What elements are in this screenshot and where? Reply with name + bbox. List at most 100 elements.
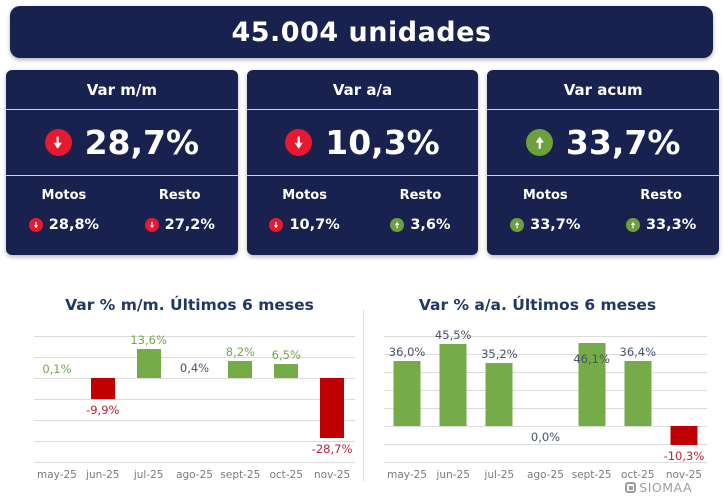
x-axis-label: oct-25 [621,469,655,481]
motos-label: Motos [282,188,327,203]
gridline [34,399,355,400]
up-arrow-icon [510,218,525,232]
kpi-breakdown: Motos 28,8% Resto 27,2% [6,176,238,255]
gridline [34,357,355,358]
x-axis-label: jul-25 [484,469,515,481]
down-arrow-icon [269,218,284,232]
kpi-breakdown-motos: Motos 28,8% [6,176,122,255]
down-arrow-icon [285,129,313,156]
resto-value: 27,2% [164,217,215,233]
chart-plot-area: 0,1% -9,9% 13,6% 0,4% 8,2% 6,5% -28,7% [34,333,355,463]
chart-x-axis-labels: may-25 jun-25 jul-25 ago-25 sept-25 oct-25 nov… [34,469,355,481]
kpi-main-value-row: 10,3% [246,110,479,176]
bar-value-label: 36,4% [619,344,657,359]
chart-title: Var % a/a. Últimos 6 meses [418,296,657,314]
x-axis-label: ago-25 [527,469,564,481]
kpi-breakdown-resto: Resto 33,3% [603,176,719,255]
chart-var-mm: Var % m/m. Últimos 6 meses 0,1% -9,9% 13,6… [18,296,361,481]
resto-value: 3,6% [410,217,451,233]
x-axis-label: ago-25 [176,469,213,481]
kpi-breakdown: Motos 33,7% Resto 33,3% [487,176,719,255]
bar-sept-25 [228,360,253,378]
x-axis-label: sept-25 [220,469,261,481]
down-arrow-icon [28,218,43,232]
up-arrow-icon [390,218,405,232]
kpi-cards-row: Var m/m 28,7% Motos 28,8% Resto [6,70,720,255]
gridline [384,408,707,409]
charts-divider-line [363,310,364,481]
bar-sept-25 [578,343,606,426]
bar-value-label: 46,1% [573,352,610,366]
kpi-main-value: 10,3% [325,123,440,162]
charts-row: Var % m/m. Últimos 6 meses 0,1% -9,9% 13,6… [18,296,709,481]
bar-value-label: 0,4% [179,361,210,376]
bar-value-label: 8,2% [225,344,255,359]
gridline [34,462,355,463]
gridline [34,420,355,421]
gridline [34,441,355,442]
motos-value: 28,8% [48,217,100,233]
chart-title: Var % m/m. Últimos 6 meses [65,296,314,314]
bar-may-25 [393,361,421,426]
kpi-card-var-aa: Var a/a 10,3% Motos 10,7% Resto [246,70,479,255]
x-axis-label: sept-25 [571,469,612,481]
x-axis-label: oct-25 [269,469,303,481]
motos-value: 10,7% [289,217,340,233]
down-arrow-icon [44,129,72,156]
siomaa-watermark: SIOMAA [625,480,692,495]
kpi-breakdown: Motos 10,7% Resto 3,6% [247,176,479,255]
x-axis-label: jul-25 [133,469,164,481]
kpi-breakdown-motos: Motos 33,7% [487,176,603,255]
resto-label: Resto [158,188,201,203]
bar-value-label: 35,2% [481,346,518,361]
bar-nov-25 [670,426,698,445]
gridline [384,462,707,463]
bar-value-label: 13,6% [130,333,167,348]
gridline [34,378,355,379]
siomaa-logo-icon [625,482,637,493]
kpi-main-value: 28,7% [84,123,200,162]
kpi-title: Var acum [487,70,720,110]
bar-jun-25 [439,344,467,426]
total-units-banner: 45.004 unidades [10,6,713,58]
up-arrow-icon [525,129,553,156]
bar-value-label: 45,5% [434,328,472,343]
x-axis-label: jun-25 [436,469,470,481]
bar-value-label: 0,1% [42,361,72,376]
kpi-breakdown-motos: Motos 10,7% [247,176,363,255]
x-axis-label: may-25 [387,469,427,481]
x-axis-label: may-25 [37,469,77,481]
x-axis-label: nov-25 [665,469,702,481]
motos-label: Motos [41,188,87,203]
gridline [384,354,707,355]
up-arrow-icon [625,218,640,232]
gridline [34,336,355,337]
x-axis-label: nov-25 [314,469,351,481]
gridline [384,372,707,373]
bar-value-label: 0,0% [530,430,561,444]
down-arrow-icon [144,218,159,232]
bar-value-label: -9,9% [86,402,120,417]
bar-value-label: 36,0% [388,345,426,360]
chart-plot-area: 36,0% 45,5% 35,2% 0,0% 46,1% 36,4% -10,3% [384,328,707,463]
resto-label: Resto [640,188,682,203]
bar-value-label: -28,7% [311,442,353,457]
bar-jul-25 [136,349,161,378]
bar-jul-25 [485,362,513,426]
kpi-breakdown-resto: Resto 27,2% [122,176,238,255]
kpi-card-var-acum: Var acum 33,7% Motos 33,7% Resto [487,70,720,255]
resto-label: Resto [399,188,442,203]
bar-nov-25 [320,378,345,439]
kpi-title: Var a/a [246,70,479,110]
kpi-card-var-mm: Var m/m 28,7% Motos 28,8% Resto [6,70,238,255]
kpi-main-value-row: 33,7% [487,110,720,176]
siomaa-watermark-text: SIOMAA [639,480,692,495]
kpi-main-value: 33,7% [565,123,681,162]
gridline [384,444,707,445]
kpi-title: Var m/m [6,70,238,110]
chart-x-axis-labels: may-25 jun-25 jul-25 ago-25 sept-25 oct-25 nov… [384,469,707,481]
bar-value-label: 6,5% [271,348,301,363]
bar-oct-25 [624,360,652,426]
x-axis-label: jun-25 [86,469,120,481]
